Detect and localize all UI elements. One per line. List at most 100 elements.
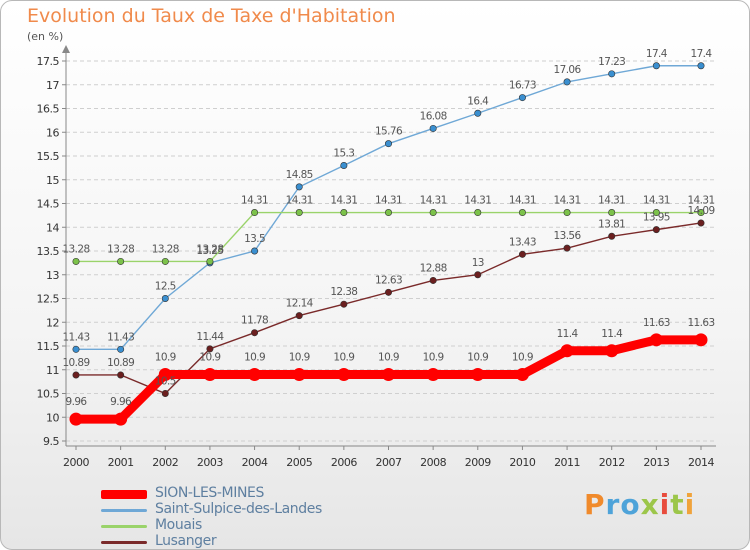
x-tick-label: 2011: [554, 456, 580, 469]
data-label-mouais: 14.31: [598, 195, 625, 207]
legend-item-sion-les-mines: SION-LES-MINES: [101, 485, 401, 503]
data-point-lusanger: [161, 389, 169, 397]
data-point-saint-sulpice-des-landes: [652, 62, 660, 70]
data-label-mouais: 14.31: [375, 195, 402, 207]
data-point-lusanger: [206, 345, 214, 353]
y-tick-label: 13: [46, 269, 59, 282]
data-label-sion-les-mines: 10.9: [155, 352, 176, 364]
data-point-sion-les-mines: [605, 344, 619, 358]
chart-unit: (en %): [27, 30, 64, 43]
logo-letter: r: [605, 488, 621, 521]
data-point-sion-les-mines: [337, 368, 351, 381]
data-point-saint-sulpice-des-landes: [295, 183, 303, 191]
data-point-saint-sulpice-des-landes: [563, 78, 571, 86]
data-point-sion-les-mines: [203, 368, 217, 381]
data-label-sion-les-mines: 11.4: [557, 328, 579, 340]
data-point-lusanger: [72, 371, 80, 379]
data-label-mouais: 14.31: [420, 195, 447, 207]
data-point-lusanger: [429, 276, 437, 284]
data-point-mouais: [340, 209, 348, 217]
y-tick-label: 14.5: [37, 198, 60, 211]
x-tick-label: 2013: [643, 456, 669, 469]
data-point-saint-sulpice-des-landes: [161, 294, 169, 302]
legend-label: Lusanger: [155, 533, 217, 549]
data-label-saint-sulpice-des-landes: 16.73: [509, 80, 536, 92]
logo-letter: t: [670, 488, 685, 521]
data-point-mouais: [384, 209, 392, 217]
x-tick-label: 2012: [599, 456, 625, 469]
data-point-sion-les-mines: [382, 368, 395, 381]
y-tick-label: 17.5: [37, 55, 60, 68]
data-point-sion-les-mines: [248, 368, 262, 381]
data-label-sion-les-mines: 11.4: [601, 328, 623, 340]
data-point-mouais: [251, 209, 259, 217]
data-label-sion-les-mines: 10.9: [512, 352, 533, 364]
data-point-saint-sulpice-des-landes: [340, 162, 348, 170]
y-tick-label: 12.5: [37, 293, 60, 306]
data-label-sion-les-mines: 10.9: [467, 352, 488, 364]
logo-letter: P: [584, 488, 606, 521]
data-point-sion-les-mines: [694, 333, 708, 347]
x-tick-label: 2008: [420, 456, 446, 469]
data-label-saint-sulpice-des-landes: 16.4: [467, 95, 489, 107]
x-tick-label: 2000: [63, 456, 89, 469]
data-point-saint-sulpice-des-landes: [608, 70, 616, 78]
data-point-sion-les-mines: [69, 412, 83, 426]
data-point-sion-les-mines: [292, 368, 306, 381]
data-point-lusanger: [117, 371, 125, 379]
legend-item-lusanger: Lusanger: [101, 533, 401, 549]
data-point-mouais: [563, 209, 571, 217]
grid-layer: [66, 60, 716, 442]
x-tick-label: 2003: [197, 456, 223, 469]
data-point-lusanger: [340, 300, 348, 308]
data-point-saint-sulpice-des-landes: [474, 109, 482, 117]
data-point-sion-les-mines: [560, 344, 574, 358]
y-tick-label: 13.5: [37, 245, 60, 258]
chart-title: Evolution du Taux de Taxe d'Habitation: [27, 5, 396, 27]
data-label-mouais: 13.28: [196, 243, 223, 255]
y-tick-label: 16: [46, 126, 59, 139]
data-label-saint-sulpice-des-landes: 13.25: [196, 245, 223, 257]
x-tick-label: 2006: [331, 456, 357, 469]
proxiti-logo: Proxiti: [584, 488, 695, 521]
data-label-mouais: 13.28: [107, 243, 134, 255]
data-label-lusanger: 13.81: [598, 218, 625, 230]
data-point-mouais: [518, 209, 526, 217]
axis-layer: 9.5 10 10.5 11 11.5 12 12.5 13 13.5 14 14.5 15 15.5 1…: [37, 45, 716, 469]
logo-letter: x: [640, 488, 660, 521]
logo-letter: i: [684, 488, 696, 521]
data-point-lusanger: [384, 288, 392, 296]
data-label-lusanger: 12.14: [286, 298, 314, 310]
y-tick-label: 15: [46, 174, 59, 187]
data-point-mouais: [474, 209, 482, 217]
legend-item-saint-sulpice-des-landes: Saint-Sulpice-des-Landes: [101, 501, 401, 519]
x-tick-label: 2002: [152, 456, 178, 469]
data-point-mouais: [429, 209, 437, 217]
data-label-lusanger: 10.89: [107, 357, 134, 369]
data-label-saint-sulpice-des-landes: 17.4: [691, 48, 713, 60]
x-tick-label: 2010: [509, 456, 535, 469]
y-tick-label: 11: [46, 364, 59, 377]
data-point-mouais: [117, 257, 125, 265]
data-point-saint-sulpice-des-landes: [251, 247, 259, 255]
data-label-sion-les-mines: 9.96: [110, 396, 132, 408]
data-label-saint-sulpice-des-landes: 11.43: [107, 331, 134, 343]
data-label-saint-sulpice-des-landes: 16.08: [420, 110, 447, 122]
data-point-saint-sulpice-des-landes: [72, 345, 80, 353]
data-point-sion-les-mines: [471, 368, 485, 381]
data-point-lusanger: [608, 232, 616, 240]
data-label-mouais: 13.28: [62, 243, 89, 255]
data-label-saint-sulpice-des-landes: 13.5: [244, 233, 265, 245]
data-label-mouais: 14.31: [643, 195, 670, 207]
y-tick-label: 11.5: [37, 340, 60, 353]
y-tick-label: 9.5: [43, 435, 59, 448]
y-tick-label: 10.5: [37, 388, 60, 401]
y-tick-label: 17: [46, 79, 59, 92]
data-label-sion-les-mines: 10.9: [423, 352, 444, 364]
data-label-lusanger: 13.56: [554, 230, 582, 242]
data-label-saint-sulpice-des-landes: 17.23: [598, 56, 625, 68]
data-label-lusanger: 11.44: [196, 331, 224, 343]
legend-item-mouais: Mouais: [101, 517, 401, 535]
data-point-saint-sulpice-des-landes: [384, 140, 392, 148]
